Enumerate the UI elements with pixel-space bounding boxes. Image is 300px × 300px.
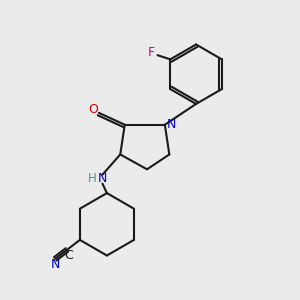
Text: C: C xyxy=(64,249,73,262)
Text: O: O xyxy=(88,103,98,116)
Text: N: N xyxy=(50,258,60,271)
Text: H: H xyxy=(88,172,97,185)
Text: N: N xyxy=(167,118,176,130)
Text: F: F xyxy=(148,46,155,59)
Text: N: N xyxy=(98,172,107,185)
